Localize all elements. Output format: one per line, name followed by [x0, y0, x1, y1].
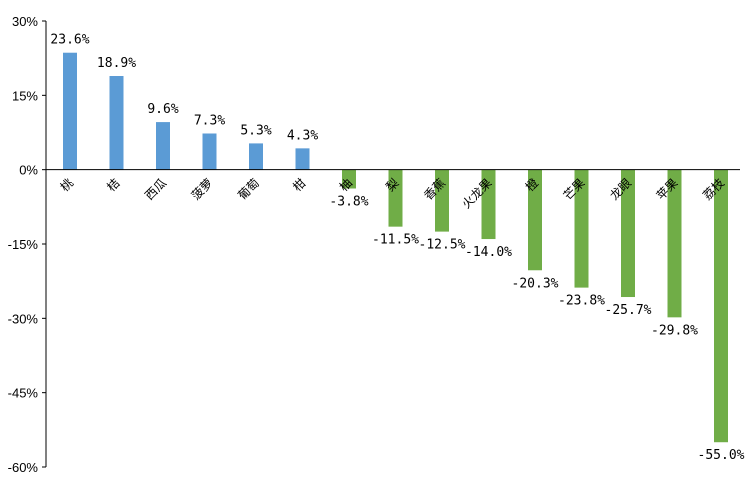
data-label: 4.3% — [287, 128, 318, 143]
category-label: 葡萄 — [235, 176, 262, 203]
y-tick-label: -30% — [8, 311, 39, 326]
bar-橙 — [528, 169, 542, 271]
data-label: -55.0% — [698, 448, 745, 463]
category-label: 柑 — [290, 175, 309, 194]
data-label: -14.0% — [465, 245, 512, 260]
y-tick-label: -60% — [8, 460, 39, 475]
bar-桃 — [63, 52, 77, 170]
data-label: -3.8% — [329, 194, 368, 209]
category-label: 菠萝 — [189, 176, 216, 203]
data-label: -25.7% — [605, 303, 652, 318]
data-label: -29.8% — [651, 323, 698, 338]
y-tick-label: 15% — [12, 88, 38, 103]
data-label: 9.6% — [147, 102, 178, 117]
y-tick-label: -45% — [8, 386, 39, 401]
data-label: -23.8% — [558, 294, 605, 309]
bar-柑 — [295, 148, 310, 170]
y-tick-label: -15% — [8, 237, 39, 252]
y-tick-label: 30% — [12, 14, 38, 29]
category-label: 西瓜 — [142, 176, 169, 203]
data-label: 7.3% — [194, 113, 225, 128]
bar-柚 — [342, 169, 356, 189]
bar-菠萝 — [202, 133, 217, 170]
bar-芒果 — [574, 169, 589, 288]
bar-葡萄 — [249, 143, 263, 170]
category-label: 桔 — [104, 176, 122, 194]
bar-火龙果 — [481, 169, 496, 240]
data-label: -20.3% — [512, 276, 559, 291]
bar-西瓜 — [156, 122, 170, 170]
bar-苹果 — [667, 169, 682, 318]
bar-香蕉 — [435, 169, 449, 232]
bar-龙眼 — [621, 169, 635, 298]
y-tick-label: 0% — [19, 163, 38, 178]
bar-桔 — [109, 76, 124, 170]
data-label: 18.9% — [97, 56, 136, 71]
data-label: -12.5% — [419, 238, 466, 253]
data-label: 5.3% — [240, 123, 271, 138]
data-label: -11.5% — [372, 233, 419, 248]
data-label: 23.6% — [50, 33, 89, 48]
bar-梨 — [388, 169, 403, 227]
category-label: 桃 — [57, 175, 76, 194]
bar-荔枝 — [714, 169, 728, 443]
